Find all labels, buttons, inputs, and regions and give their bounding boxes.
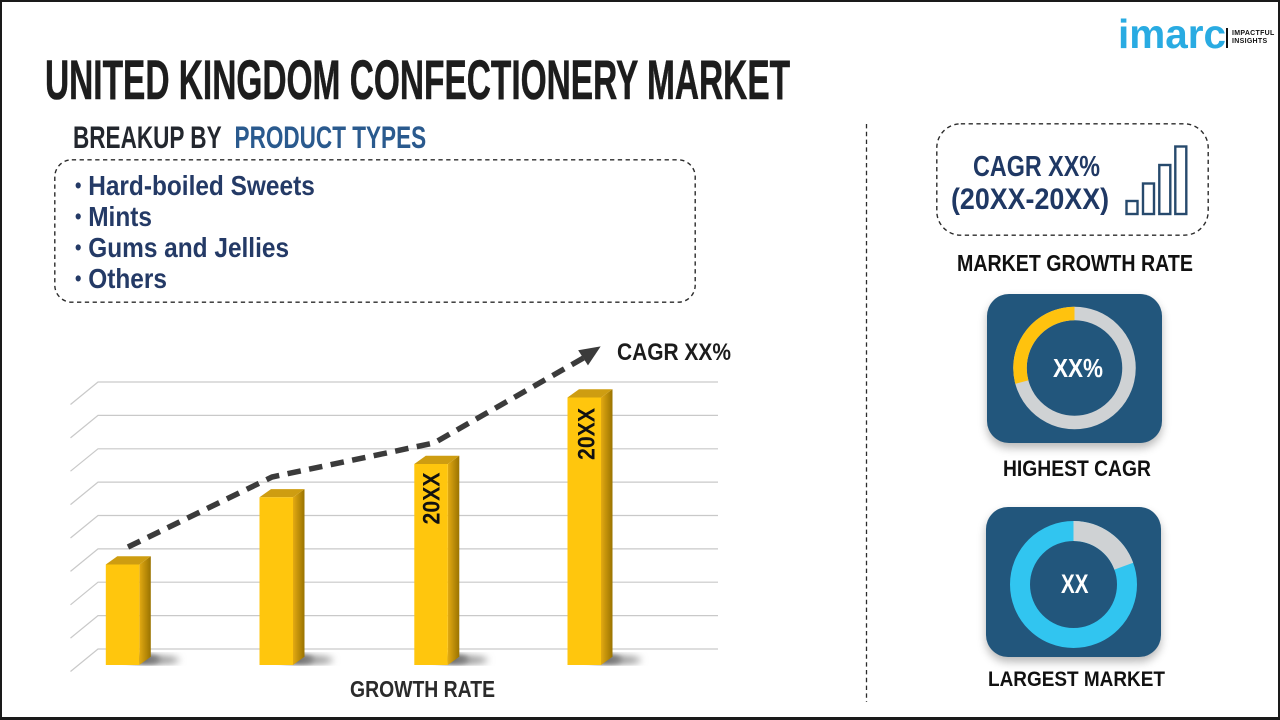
svg-text:20XX: 20XX <box>574 408 601 460</box>
svg-text:20XX: 20XX <box>419 473 446 525</box>
